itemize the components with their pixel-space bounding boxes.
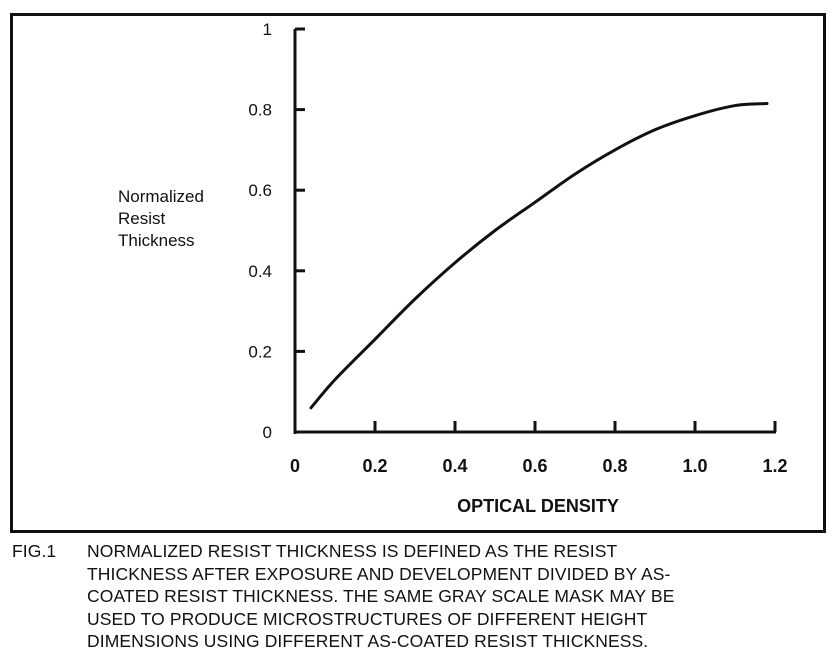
figure-label: FIG.1 (12, 541, 57, 561)
x-tick-label: 0.4 (442, 456, 467, 476)
x-tick-label: 1.2 (762, 456, 787, 476)
caption-line: DIMENSIONS USING DIFFERENT AS-COATED RES… (87, 631, 649, 651)
line-chart: 0 0.2 0.4 0.6 0.8 1 0 0.2 0.4 0.6 0.8 1.0 1.2 OPTIC… (248, 20, 788, 516)
x-tick-label: 0 (290, 456, 300, 476)
caption-line: COATED RESIST THICKNESS. THE SAME GRAY S… (87, 586, 675, 606)
series-line (309, 102, 769, 410)
y-axis-label-line: Thickness (118, 231, 195, 250)
x-tick-label: 0.6 (522, 456, 547, 476)
axes (293, 29, 776, 434)
caption-line: THICKNESS AFTER EXPOSURE AND DEVELOPMENT… (87, 563, 671, 584)
series-group (309, 102, 769, 410)
y-tick-label: 0.2 (248, 342, 272, 361)
x-tick-label: 1.0 (682, 456, 707, 476)
chart-frame (10, 13, 826, 533)
y-axis-ticks: 0 0.2 0.4 0.6 0.8 1 (248, 20, 305, 442)
y-axis-label-line: Resist (118, 209, 166, 228)
x-axis-ticks: 0 0.2 0.4 0.6 0.8 1.0 1.2 (290, 421, 788, 476)
caption-line: USED TO PRODUCE MICROSTRUCTURES OF DIFFE… (87, 608, 648, 629)
y-tick-label: 0.6 (248, 181, 272, 200)
x-tick-label: 0.2 (362, 456, 387, 476)
caption-line: NORMALIZED RESIST THICKNESS IS DEFINED A… (87, 541, 618, 561)
x-axis-label: OPTICAL DENSITY (457, 496, 619, 516)
y-tick-label: 0.4 (248, 262, 272, 281)
y-tick-label: 0.8 (248, 101, 272, 120)
x-tick-label: 0.8 (602, 456, 627, 476)
y-axis-label-line: Normalized (118, 187, 204, 206)
y-tick-label: 0 (263, 423, 272, 442)
y-tick-label: 1 (263, 20, 272, 39)
